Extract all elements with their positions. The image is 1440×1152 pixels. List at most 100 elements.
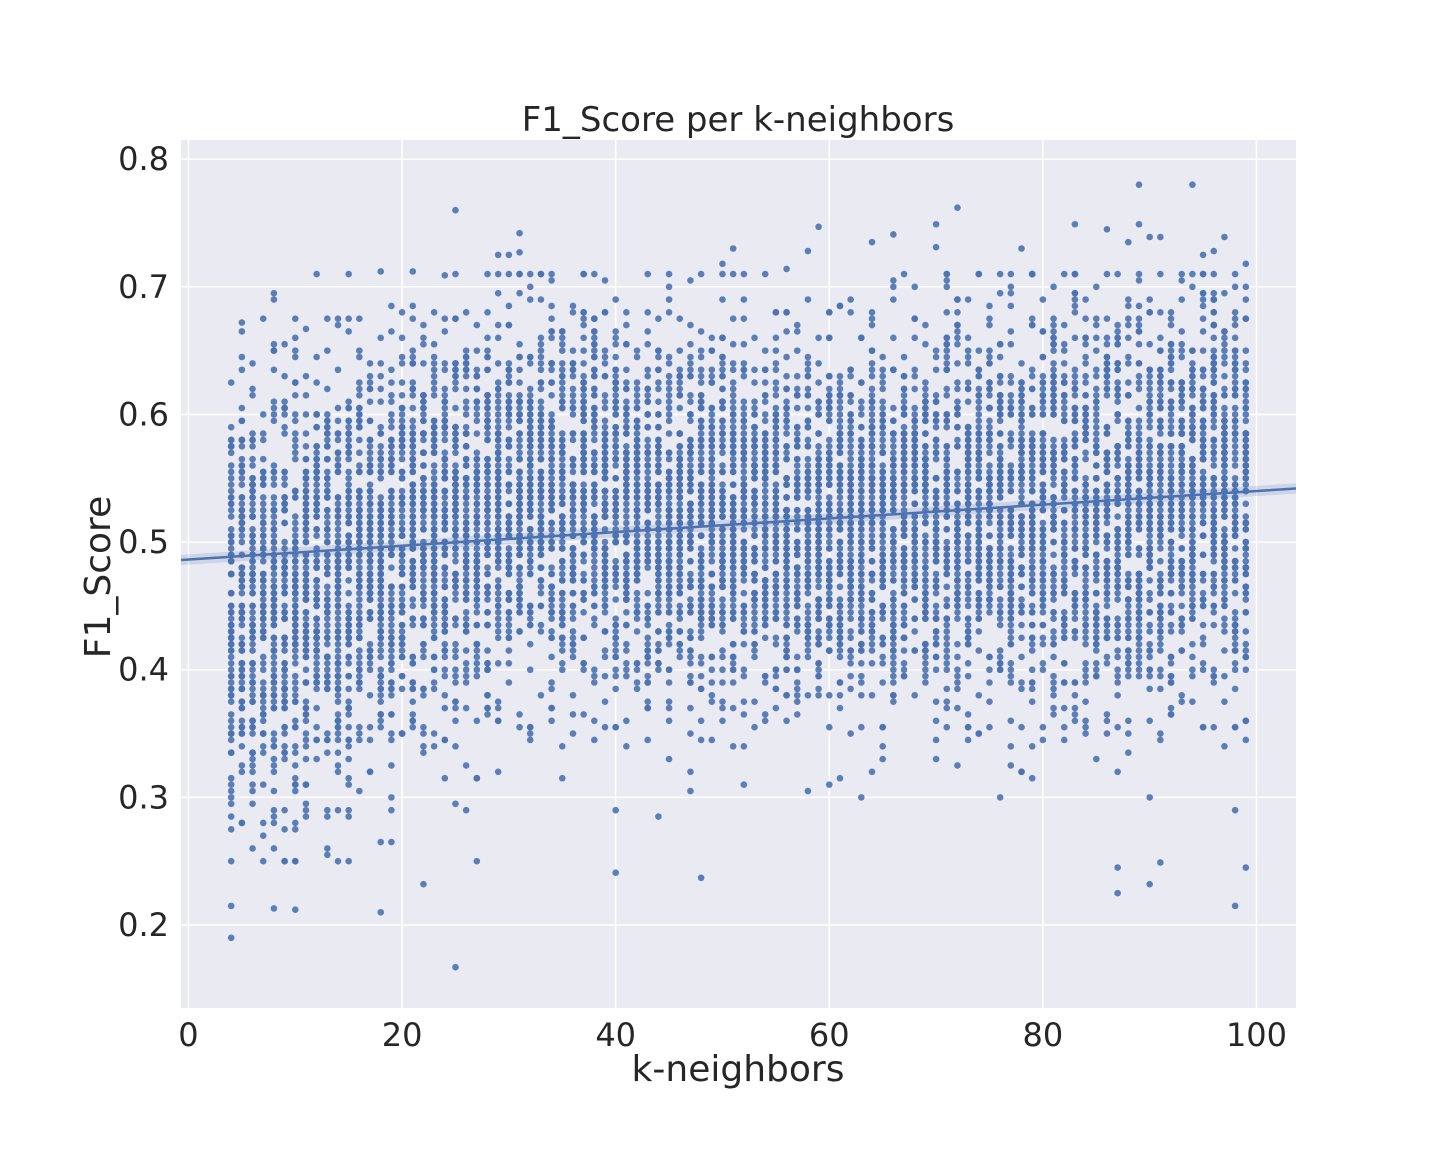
- data-point: [345, 315, 352, 323]
- data-point: [601, 628, 609, 635]
- data-point: [548, 391, 555, 399]
- data-point: [345, 506, 352, 514]
- data-point: [783, 481, 790, 488]
- data-point: [697, 347, 705, 354]
- data-point: [761, 379, 769, 386]
- data-point: [259, 411, 267, 418]
- data-point: [719, 602, 726, 610]
- data-point: [452, 430, 459, 437]
- data-point: [238, 660, 246, 667]
- data-point: [484, 423, 491, 431]
- data-point: [345, 494, 352, 501]
- data-point: [291, 685, 299, 693]
- data-point: [238, 640, 246, 648]
- data-point: [473, 857, 481, 865]
- data-point: [740, 366, 748, 374]
- data-point: [334, 532, 342, 540]
- data-point: [687, 443, 694, 450]
- data-point: [430, 596, 438, 603]
- data-point: [687, 583, 694, 591]
- data-point: [687, 417, 694, 425]
- data-point: [548, 704, 555, 712]
- data-point: [761, 602, 769, 610]
- data-point: [452, 679, 459, 686]
- data-point: [548, 455, 555, 463]
- data-point: [751, 596, 758, 603]
- data-point: [291, 743, 299, 750]
- data-point: [761, 487, 769, 495]
- data-point: [537, 589, 545, 597]
- data-point: [398, 634, 406, 642]
- data-point: [548, 596, 555, 603]
- data-point: [516, 474, 523, 482]
- data-point: [526, 391, 534, 399]
- data-point: [740, 340, 748, 348]
- data-point: [441, 500, 449, 508]
- data-point: [238, 768, 246, 776]
- data-point: [345, 436, 352, 444]
- data-point: [569, 513, 577, 520]
- data-point: [569, 634, 577, 642]
- data-point: [356, 487, 363, 495]
- data-point: [398, 685, 406, 693]
- data-point: [452, 704, 459, 712]
- data-point: [708, 691, 716, 699]
- data-point: [793, 506, 801, 514]
- data-point: [505, 596, 513, 603]
- data-point: [270, 768, 278, 776]
- data-point: [526, 736, 534, 744]
- data-point: [462, 596, 470, 603]
- data-point: [398, 353, 406, 361]
- data-point: [740, 494, 748, 501]
- data-point: [313, 551, 320, 559]
- data-point: [430, 730, 438, 737]
- data-point: [601, 455, 609, 463]
- data-point: [793, 698, 801, 705]
- data-point: [313, 455, 320, 463]
- data-point: [516, 500, 523, 508]
- data-point: [623, 449, 630, 457]
- data-point: [740, 506, 748, 514]
- data-point: [612, 685, 619, 693]
- data-point: [452, 577, 459, 584]
- data-point: [462, 513, 470, 520]
- data-point: [751, 653, 758, 661]
- data-point: [591, 340, 598, 348]
- data-point: [719, 366, 726, 374]
- data-point: [366, 506, 374, 514]
- data-point: [633, 679, 641, 686]
- data-point: [452, 494, 459, 501]
- data-point: [324, 411, 331, 418]
- data-point: [409, 494, 417, 501]
- data-point: [612, 564, 619, 571]
- data-point: [697, 596, 705, 603]
- data-point: [516, 340, 523, 348]
- data-point: [580, 608, 587, 616]
- data-point: [548, 717, 555, 725]
- data-point: [526, 360, 534, 367]
- data-point: [665, 494, 673, 501]
- data-point: [623, 455, 630, 463]
- data-point: [526, 404, 534, 412]
- data-point: [494, 513, 502, 520]
- data-point: [345, 474, 352, 482]
- data-point: [558, 334, 566, 342]
- data-point: [302, 647, 310, 654]
- data-point: [452, 519, 459, 527]
- data-point: [388, 513, 395, 520]
- data-point: [580, 500, 587, 508]
- data-point: [377, 717, 385, 725]
- data-point: [227, 436, 235, 444]
- data-point: [633, 487, 641, 495]
- data-point: [633, 615, 641, 622]
- data-point: [655, 551, 662, 559]
- data-point: [537, 449, 545, 457]
- data-point: [569, 430, 577, 437]
- data-point: [580, 455, 587, 463]
- data-point: [398, 500, 406, 508]
- data-point: [270, 653, 278, 661]
- data-point: [462, 679, 470, 686]
- data-point: [804, 589, 812, 597]
- data-point: [558, 391, 566, 399]
- data-point: [388, 391, 395, 399]
